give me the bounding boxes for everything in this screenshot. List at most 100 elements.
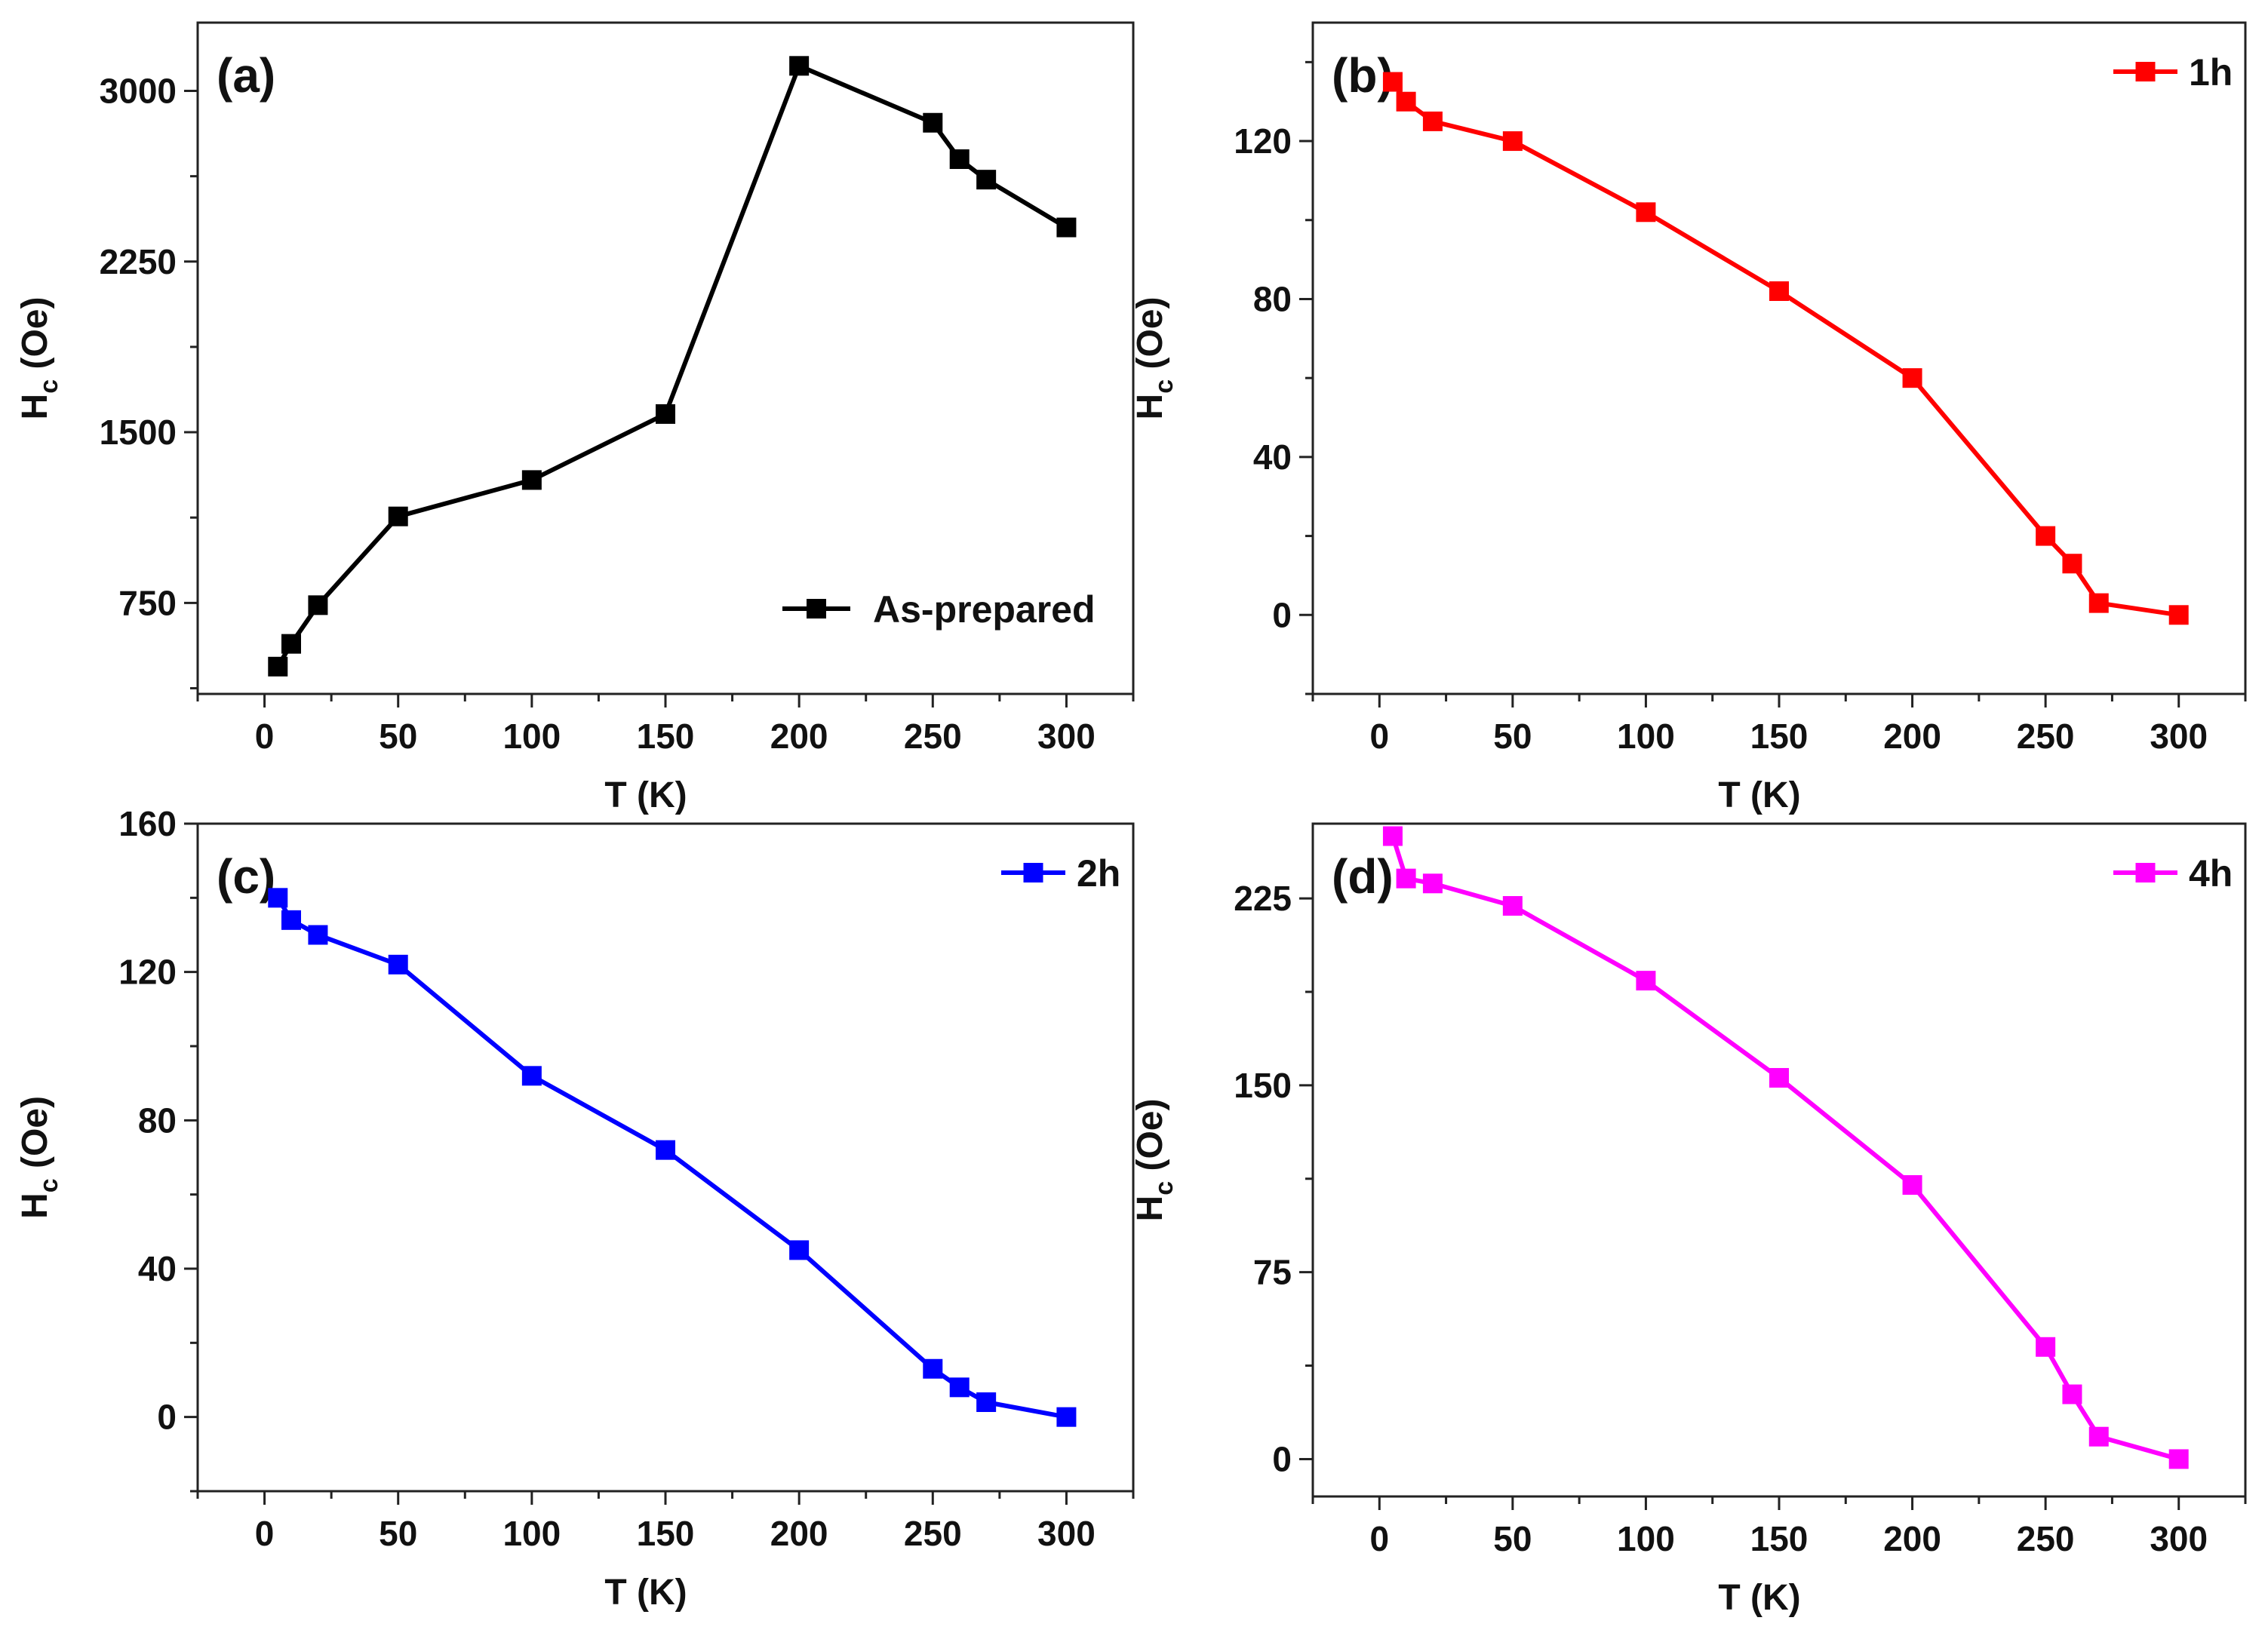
- panel-c-data-point-260: [949, 1377, 970, 1398]
- panel-a-y-tick-label-750: 750: [118, 583, 177, 622]
- panel-b-data-point-150: [1769, 281, 1789, 301]
- panel-d-x-tick-label-150: 150: [1750, 1519, 1809, 1558]
- panel-d-y-axis-title: Hc (Oe): [1130, 1099, 1179, 1222]
- panel-a-x-tick-label-0: 0: [255, 717, 275, 756]
- panel-a-x-tick-label-50: 50: [379, 717, 417, 756]
- panel-b-x-axis-title: T (K): [1718, 775, 1800, 815]
- panel-d-data-point-150: [1769, 1067, 1789, 1088]
- panel-a-data-point-10: [281, 634, 301, 654]
- panel-d-data-point-20: [1422, 873, 1443, 894]
- panel-c-data-point-200: [789, 1240, 810, 1260]
- panel-d-x-tick-label-50: 50: [1493, 1519, 1532, 1558]
- panel-a-y-tick-label-1500: 1500: [100, 413, 177, 452]
- panel-b-y-tick-label-120: 120: [1234, 121, 1292, 161]
- panel-c-x-tick-label-150: 150: [637, 1514, 695, 1553]
- panel-a-x-tick-label-200: 200: [770, 717, 828, 756]
- panel-b-data-point-10: [1396, 91, 1416, 112]
- panel-b-data-point-300: [2168, 605, 2189, 625]
- panel-a-x-axis-title: T (K): [604, 775, 687, 815]
- panel-a-x-tick-label-300: 300: [1037, 717, 1096, 756]
- panel-a-y-axis-title: Hc (Oe): [15, 297, 63, 420]
- panel-b-data-point-100: [1636, 202, 1656, 223]
- panel-c-data-point-300: [1056, 1407, 1077, 1427]
- panel-c-legend-label: 2h: [1077, 852, 1120, 895]
- panel-a-x-tick-label-150: 150: [637, 717, 695, 756]
- panel-c-data-point-100: [521, 1066, 542, 1086]
- panel-b-legend-marker: [2135, 62, 2156, 81]
- panel-a-data-point-200: [789, 56, 810, 76]
- panel-a-legend-marker: [807, 599, 826, 618]
- panel-b-y-tick-label-0: 0: [1272, 595, 1292, 634]
- panel-d-data-point-100: [1636, 971, 1656, 991]
- panel-b-x-tick-label-0: 0: [1369, 717, 1389, 756]
- panel-c-y-tick-label-120: 120: [118, 953, 177, 992]
- panel-d-x-tick-label-200: 200: [1883, 1519, 1941, 1558]
- panel-b-x-tick-label-300: 300: [2150, 717, 2208, 756]
- panel-a-data-point-50: [388, 506, 408, 526]
- panel-c-label: (c): [217, 849, 275, 904]
- panel-d-y-tick-label-0: 0: [1272, 1439, 1292, 1478]
- panel-a-data-point-300: [1056, 217, 1077, 238]
- panel-c-data-point-20: [308, 925, 328, 945]
- panel-a-data-point-100: [521, 470, 542, 490]
- panel-b-data-point-250: [2036, 526, 2056, 546]
- panel-b-x-tick-label-200: 200: [1883, 717, 1941, 756]
- panel-b-data-point-50: [1502, 131, 1523, 152]
- panel-a-data-point-250: [923, 112, 943, 133]
- panel-b-frame: [1311, 21, 2247, 695]
- panel-a: 0 50 100 150 200 250 300 750 1500 2250 3000 T (K) Hc…: [15, 21, 1135, 815]
- panel-b-x-tick-label-150: 150: [1750, 717, 1809, 756]
- panel-a-data-point-150: [656, 404, 675, 424]
- panel-b-data-point-200: [1902, 368, 1922, 388]
- panel-d-y-tick-label-150: 150: [1234, 1066, 1292, 1105]
- panel-b-series-line: [1391, 80, 2180, 618]
- panel-b-y-tick-label-80: 80: [1253, 279, 1292, 318]
- panel-c-x-tick-label-0: 0: [255, 1514, 275, 1553]
- panel-c-x-axis-title: T (K): [604, 1573, 687, 1613]
- panel-d-x-tick-label-300: 300: [2150, 1519, 2208, 1558]
- panel-d-data-point-250: [2036, 1337, 2056, 1357]
- panel-a-x-tick-label-100: 100: [502, 717, 561, 756]
- panel-d-data-point-10: [1396, 868, 1416, 889]
- panel-c-legend-marker: [1023, 863, 1043, 882]
- panel-a-x-tick-label-250: 250: [904, 717, 962, 756]
- panel-d-x-tick-label-0: 0: [1369, 1519, 1389, 1558]
- panel-b-x-tick-label-250: 250: [2017, 717, 2075, 756]
- panel-b-y-tick-label-40: 40: [1253, 437, 1292, 477]
- panel-d-y-tick-label-75: 75: [1253, 1253, 1292, 1292]
- panel-c-x-tick-label-250: 250: [904, 1514, 962, 1553]
- panel-c-x-tick-label-300: 300: [1037, 1514, 1096, 1553]
- panel-c-x-tick-label-50: 50: [379, 1514, 417, 1553]
- panel-d-data-point-270: [2088, 1426, 2109, 1447]
- panel-b-data-point-5: [1382, 72, 1403, 92]
- panel-a-y-tick-label-2250: 2250: [100, 242, 177, 281]
- panel-d-legend-marker: [2135, 863, 2156, 882]
- panel-a-data-point-20: [308, 595, 328, 615]
- panel-d-data-point-300: [2168, 1449, 2189, 1469]
- panel-a-data-point-260: [949, 149, 970, 170]
- panel-d-legend-label: 4h: [2189, 852, 2233, 895]
- panel-c-data-point-50: [388, 954, 408, 975]
- panel-d-label: (d): [1332, 849, 1394, 904]
- panel-d-data-point-200: [1902, 1175, 1922, 1196]
- panel-b-x-tick-label-50: 50: [1493, 717, 1532, 756]
- panel-d-y-tick-label-225: 225: [1234, 879, 1292, 918]
- panel-c-x-tick-label-200: 200: [770, 1514, 828, 1553]
- panel-d-x-tick-label-100: 100: [1617, 1519, 1675, 1558]
- panel-c: 0 50 100 150 200 250 300 0 40 80 120 160 T (K) Hc (Oe…: [15, 804, 1135, 1613]
- panel-d-x-axis-title: T (K): [1718, 1578, 1800, 1618]
- panel-a-legend-label: As-prepared: [873, 588, 1096, 631]
- panel-b-x-tick-label-100: 100: [1617, 717, 1675, 756]
- panel-d-data-point-50: [1502, 896, 1523, 916]
- panel-c-data-point-270: [976, 1392, 997, 1412]
- panel-b-y-axis-title: Hc (Oe): [1130, 297, 1179, 420]
- panel-c-y-tick-label-40: 40: [138, 1249, 177, 1288]
- panel-a-y-tick-label-3000: 3000: [100, 72, 177, 111]
- panel-c-y-tick-label-0: 0: [157, 1398, 177, 1437]
- panel-b-data-point-20: [1422, 111, 1443, 131]
- panel-c-y-axis-title: Hc (Oe): [15, 1096, 63, 1219]
- panel-d-frame: [1311, 822, 2247, 1498]
- panel-b-data-point-260: [2062, 554, 2082, 574]
- panel-d-data-point-260: [2062, 1384, 2082, 1404]
